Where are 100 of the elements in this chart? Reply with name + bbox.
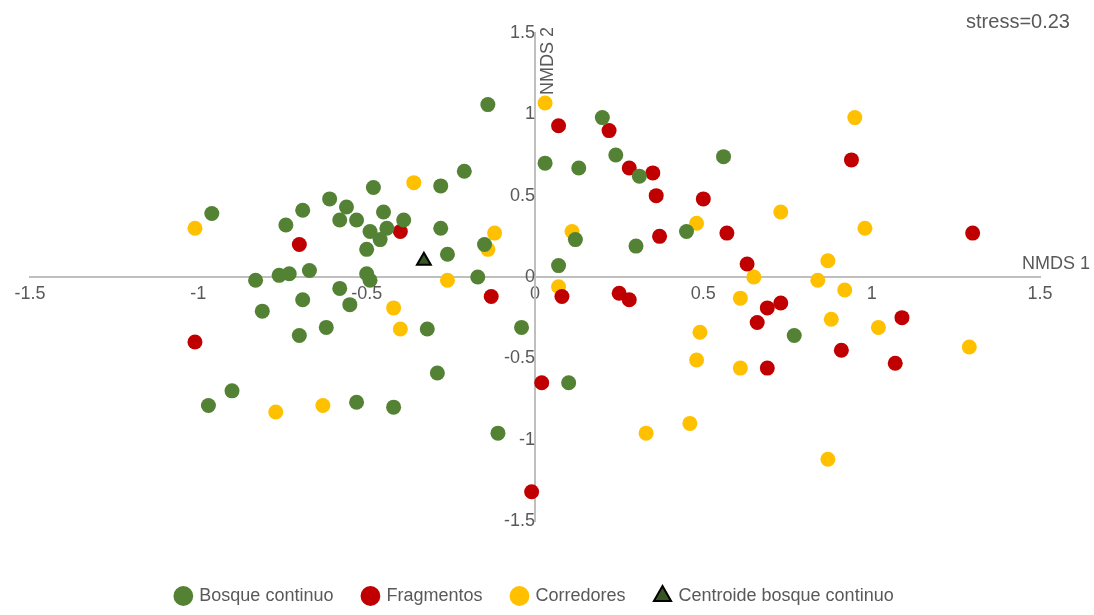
point [810,272,826,288]
point [456,163,472,179]
point [692,324,708,340]
point [537,95,553,111]
point [524,484,540,500]
point [429,365,445,381]
x-tick-label: 1 [866,282,877,303]
point [295,292,311,308]
point [843,152,859,168]
y-tick-label: -1 [518,428,535,449]
point [332,212,348,228]
point [439,272,455,288]
point [621,160,637,176]
point [187,220,203,236]
point [961,339,977,355]
point [551,258,567,274]
point [268,404,284,420]
point [419,321,435,337]
point [349,212,365,228]
point [759,360,775,376]
point [224,383,240,399]
point [396,212,412,228]
point [732,360,748,376]
point [716,149,732,165]
point [719,225,735,241]
point [571,160,587,176]
point [301,262,317,278]
point [386,300,402,316]
text: stress=0.23 [966,9,1070,32]
point [470,269,486,285]
point [480,97,496,113]
point [362,223,378,239]
legend-label: Fragmentos [386,584,483,605]
point [682,415,698,431]
point [689,352,705,368]
point [847,110,863,126]
point [773,295,789,311]
point [561,375,577,391]
point [295,202,311,218]
y-tick-label: 0 [524,265,535,286]
point [631,168,647,184]
point [679,223,694,239]
point [820,451,836,467]
point [554,289,570,305]
point [652,228,668,244]
y-tick-label: -0.5 [503,347,535,368]
point [490,425,506,441]
point [739,256,755,272]
point [786,328,802,344]
point [820,253,836,269]
point [439,246,455,262]
point [359,241,375,257]
point [204,206,220,222]
point [537,155,553,171]
point [433,178,449,194]
point [379,220,395,236]
point [483,289,499,305]
x-tick-label: 1.5 [1027,282,1053,303]
point [376,204,391,220]
point [254,303,270,319]
x-tick-label: 0.5 [690,282,716,303]
point [894,310,910,326]
point [514,319,530,335]
x-axis-title: NMDS 1 [1021,252,1090,273]
y-tick-label: 0.5 [509,184,535,205]
y-tick-label: 1.5 [509,21,535,42]
point [187,334,203,350]
point [315,398,331,414]
point [365,180,381,196]
point [857,220,873,236]
point [773,204,789,220]
point [534,375,550,391]
point [695,191,711,207]
point [759,300,775,316]
point [386,399,402,415]
point [628,238,644,254]
point [281,266,297,282]
point [749,315,765,331]
point [278,217,294,233]
point [551,118,567,134]
point [332,280,348,296]
point [638,425,654,441]
x-tick-label: -1 [190,282,207,303]
point [601,123,617,139]
point [621,292,637,308]
point [965,225,981,241]
point [746,269,762,285]
point [648,188,664,204]
point [372,232,388,248]
point [248,272,264,288]
y-axis-title: NMDS 2 [536,27,557,96]
x-tick-label: -0.5 [351,282,383,303]
point [887,355,903,371]
y-tick-label: 1 [524,103,535,124]
point [823,311,839,327]
y-tick-label: -1.5 [503,509,535,530]
point [200,398,216,414]
x-tick-label: -1.5 [14,282,46,303]
point [349,394,365,410]
point [338,199,354,215]
